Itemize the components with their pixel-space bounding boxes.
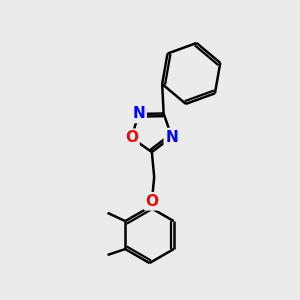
Text: N: N (132, 106, 145, 122)
Text: O: O (145, 194, 158, 209)
Text: O: O (125, 130, 138, 145)
Text: N: N (165, 130, 178, 145)
